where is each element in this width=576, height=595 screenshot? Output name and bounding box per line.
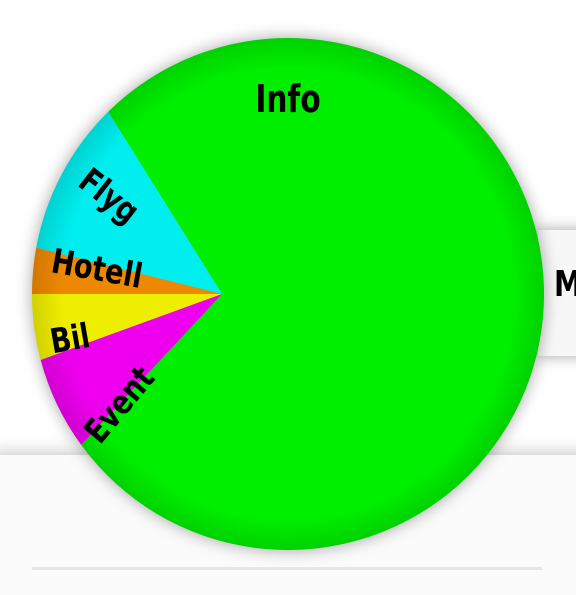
wheel-label-info: Info [255, 77, 320, 122]
wheel-label-bil: Bil [47, 316, 93, 362]
category-wheel[interactable]: Info Flyg Hotell Bil Event [0, 0, 576, 576]
side-menu-label: M [554, 264, 576, 305]
side-menu-panel[interactable]: M [538, 230, 576, 356]
spin-wheel-screen: M Info Flyg Hotell Bil Event [0, 0, 576, 576]
card-divider [32, 567, 542, 570]
wheel-rim [32, 38, 544, 550]
